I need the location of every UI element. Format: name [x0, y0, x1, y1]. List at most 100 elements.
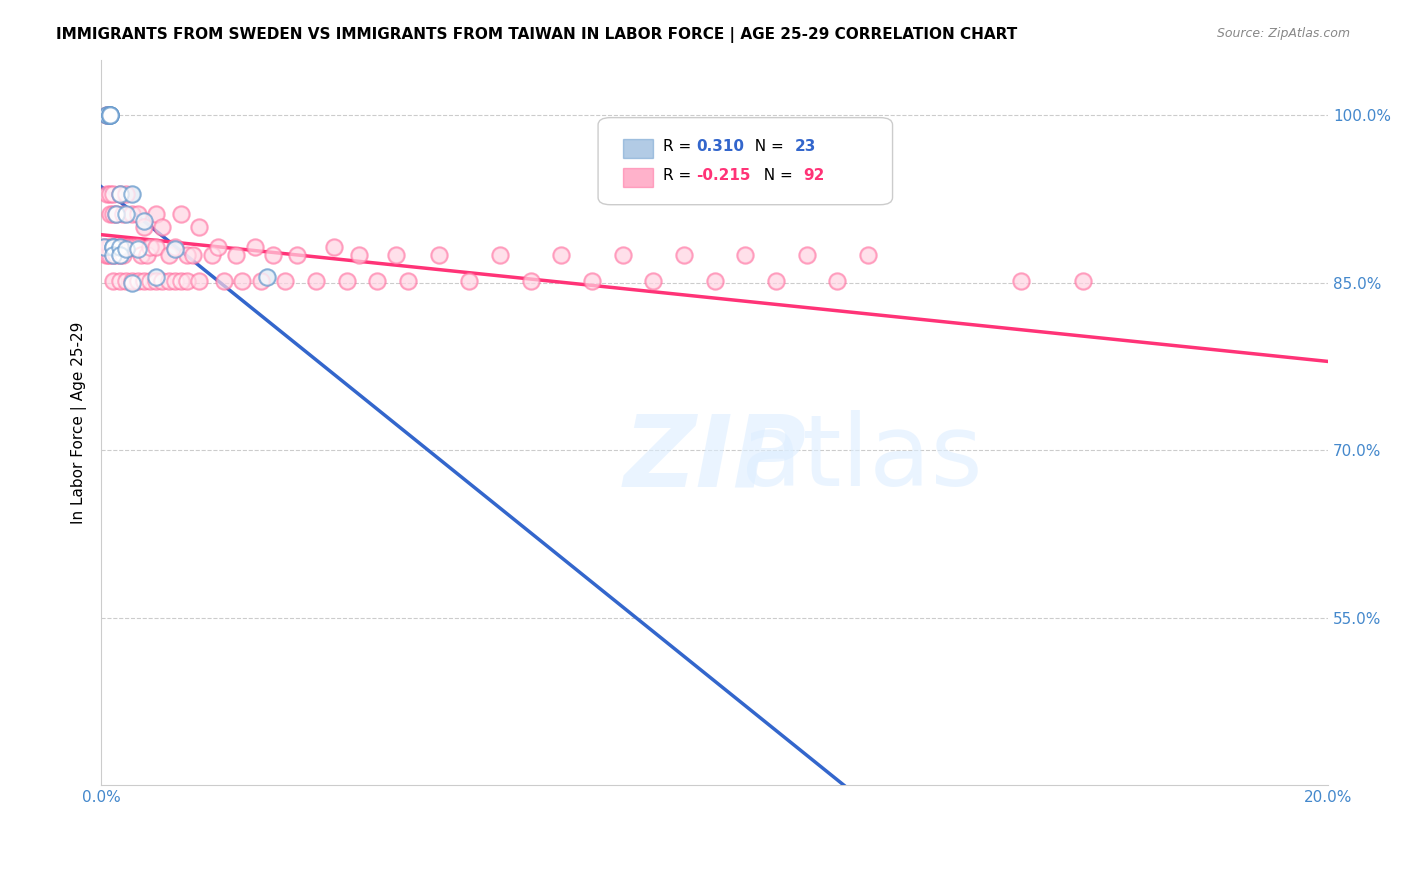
Point	[225, 248, 247, 262]
Point	[127, 206, 149, 220]
Point	[96, 186, 118, 201]
Point	[121, 274, 143, 288]
Point	[98, 240, 121, 254]
Point	[145, 270, 167, 285]
Point	[396, 274, 419, 288]
Point	[98, 186, 121, 201]
Point	[188, 274, 211, 288]
Point	[262, 248, 284, 262]
Point	[384, 248, 406, 262]
Point	[1071, 274, 1094, 288]
Point	[111, 248, 134, 262]
Point	[93, 240, 115, 254]
Point	[827, 274, 849, 288]
Point	[108, 240, 131, 254]
Point	[703, 274, 725, 288]
Point	[121, 240, 143, 254]
Point	[132, 214, 155, 228]
Point	[458, 274, 481, 288]
Point	[323, 240, 346, 254]
Point	[127, 240, 149, 254]
Point	[287, 248, 309, 262]
Point	[827, 274, 849, 288]
Point	[121, 274, 143, 288]
Point	[581, 274, 603, 288]
Point	[145, 270, 167, 285]
Point	[163, 243, 186, 257]
Point	[256, 270, 278, 285]
Point	[111, 248, 134, 262]
Point	[108, 240, 131, 254]
Point	[93, 240, 115, 254]
Point	[176, 248, 198, 262]
Point	[114, 206, 136, 220]
Point	[98, 248, 121, 262]
Point	[103, 186, 125, 201]
Point	[103, 248, 125, 262]
Point	[93, 240, 115, 254]
Point	[170, 206, 193, 220]
Point	[98, 108, 121, 122]
Point	[163, 240, 186, 254]
Point	[103, 240, 125, 254]
Point	[347, 248, 370, 262]
Point	[103, 248, 125, 262]
Point	[98, 240, 121, 254]
Point	[243, 240, 266, 254]
Point	[103, 274, 125, 288]
Point	[170, 274, 193, 288]
Point	[163, 274, 186, 288]
Point	[97, 248, 120, 262]
FancyBboxPatch shape	[623, 169, 654, 186]
Point	[136, 248, 159, 262]
Point	[145, 206, 167, 220]
Point	[550, 248, 572, 262]
Point	[121, 186, 143, 201]
Point	[124, 240, 146, 254]
Point	[127, 243, 149, 257]
Point	[96, 108, 118, 122]
Point	[132, 220, 155, 235]
Point	[129, 248, 152, 262]
Point	[145, 240, 167, 254]
Point	[114, 274, 136, 288]
Point	[121, 276, 143, 290]
Point	[765, 274, 787, 288]
Point	[121, 186, 143, 201]
Point	[98, 206, 121, 220]
Point	[231, 274, 253, 288]
Point	[108, 240, 131, 254]
Point	[103, 240, 125, 254]
Point	[396, 274, 419, 288]
Point	[114, 243, 136, 257]
Text: IMMIGRANTS FROM SWEDEN VS IMMIGRANTS FROM TAIWAN IN LABOR FORCE | AGE 25-29 CORR: IMMIGRANTS FROM SWEDEN VS IMMIGRANTS FRO…	[56, 27, 1018, 43]
Point	[132, 274, 155, 288]
Point	[108, 186, 131, 201]
Point	[384, 248, 406, 262]
Point	[121, 276, 143, 290]
Point	[1010, 274, 1032, 288]
Point	[105, 206, 128, 220]
Point	[111, 206, 134, 220]
Point	[108, 274, 131, 288]
Text: R =: R =	[664, 169, 696, 183]
Point	[519, 274, 541, 288]
Point	[127, 240, 149, 254]
Point	[105, 248, 128, 262]
Point	[212, 274, 235, 288]
Point	[98, 108, 121, 122]
Point	[643, 274, 665, 288]
FancyBboxPatch shape	[623, 139, 654, 158]
Text: N =: N =	[745, 139, 789, 154]
Point	[225, 248, 247, 262]
Text: ZIP: ZIP	[623, 410, 806, 508]
Text: N =: N =	[754, 169, 797, 183]
Point	[139, 240, 162, 254]
Point	[96, 186, 118, 201]
Point	[249, 274, 271, 288]
Point	[97, 240, 120, 254]
Point	[335, 274, 357, 288]
Point	[132, 220, 155, 235]
Point	[305, 274, 328, 288]
Point	[672, 248, 695, 262]
